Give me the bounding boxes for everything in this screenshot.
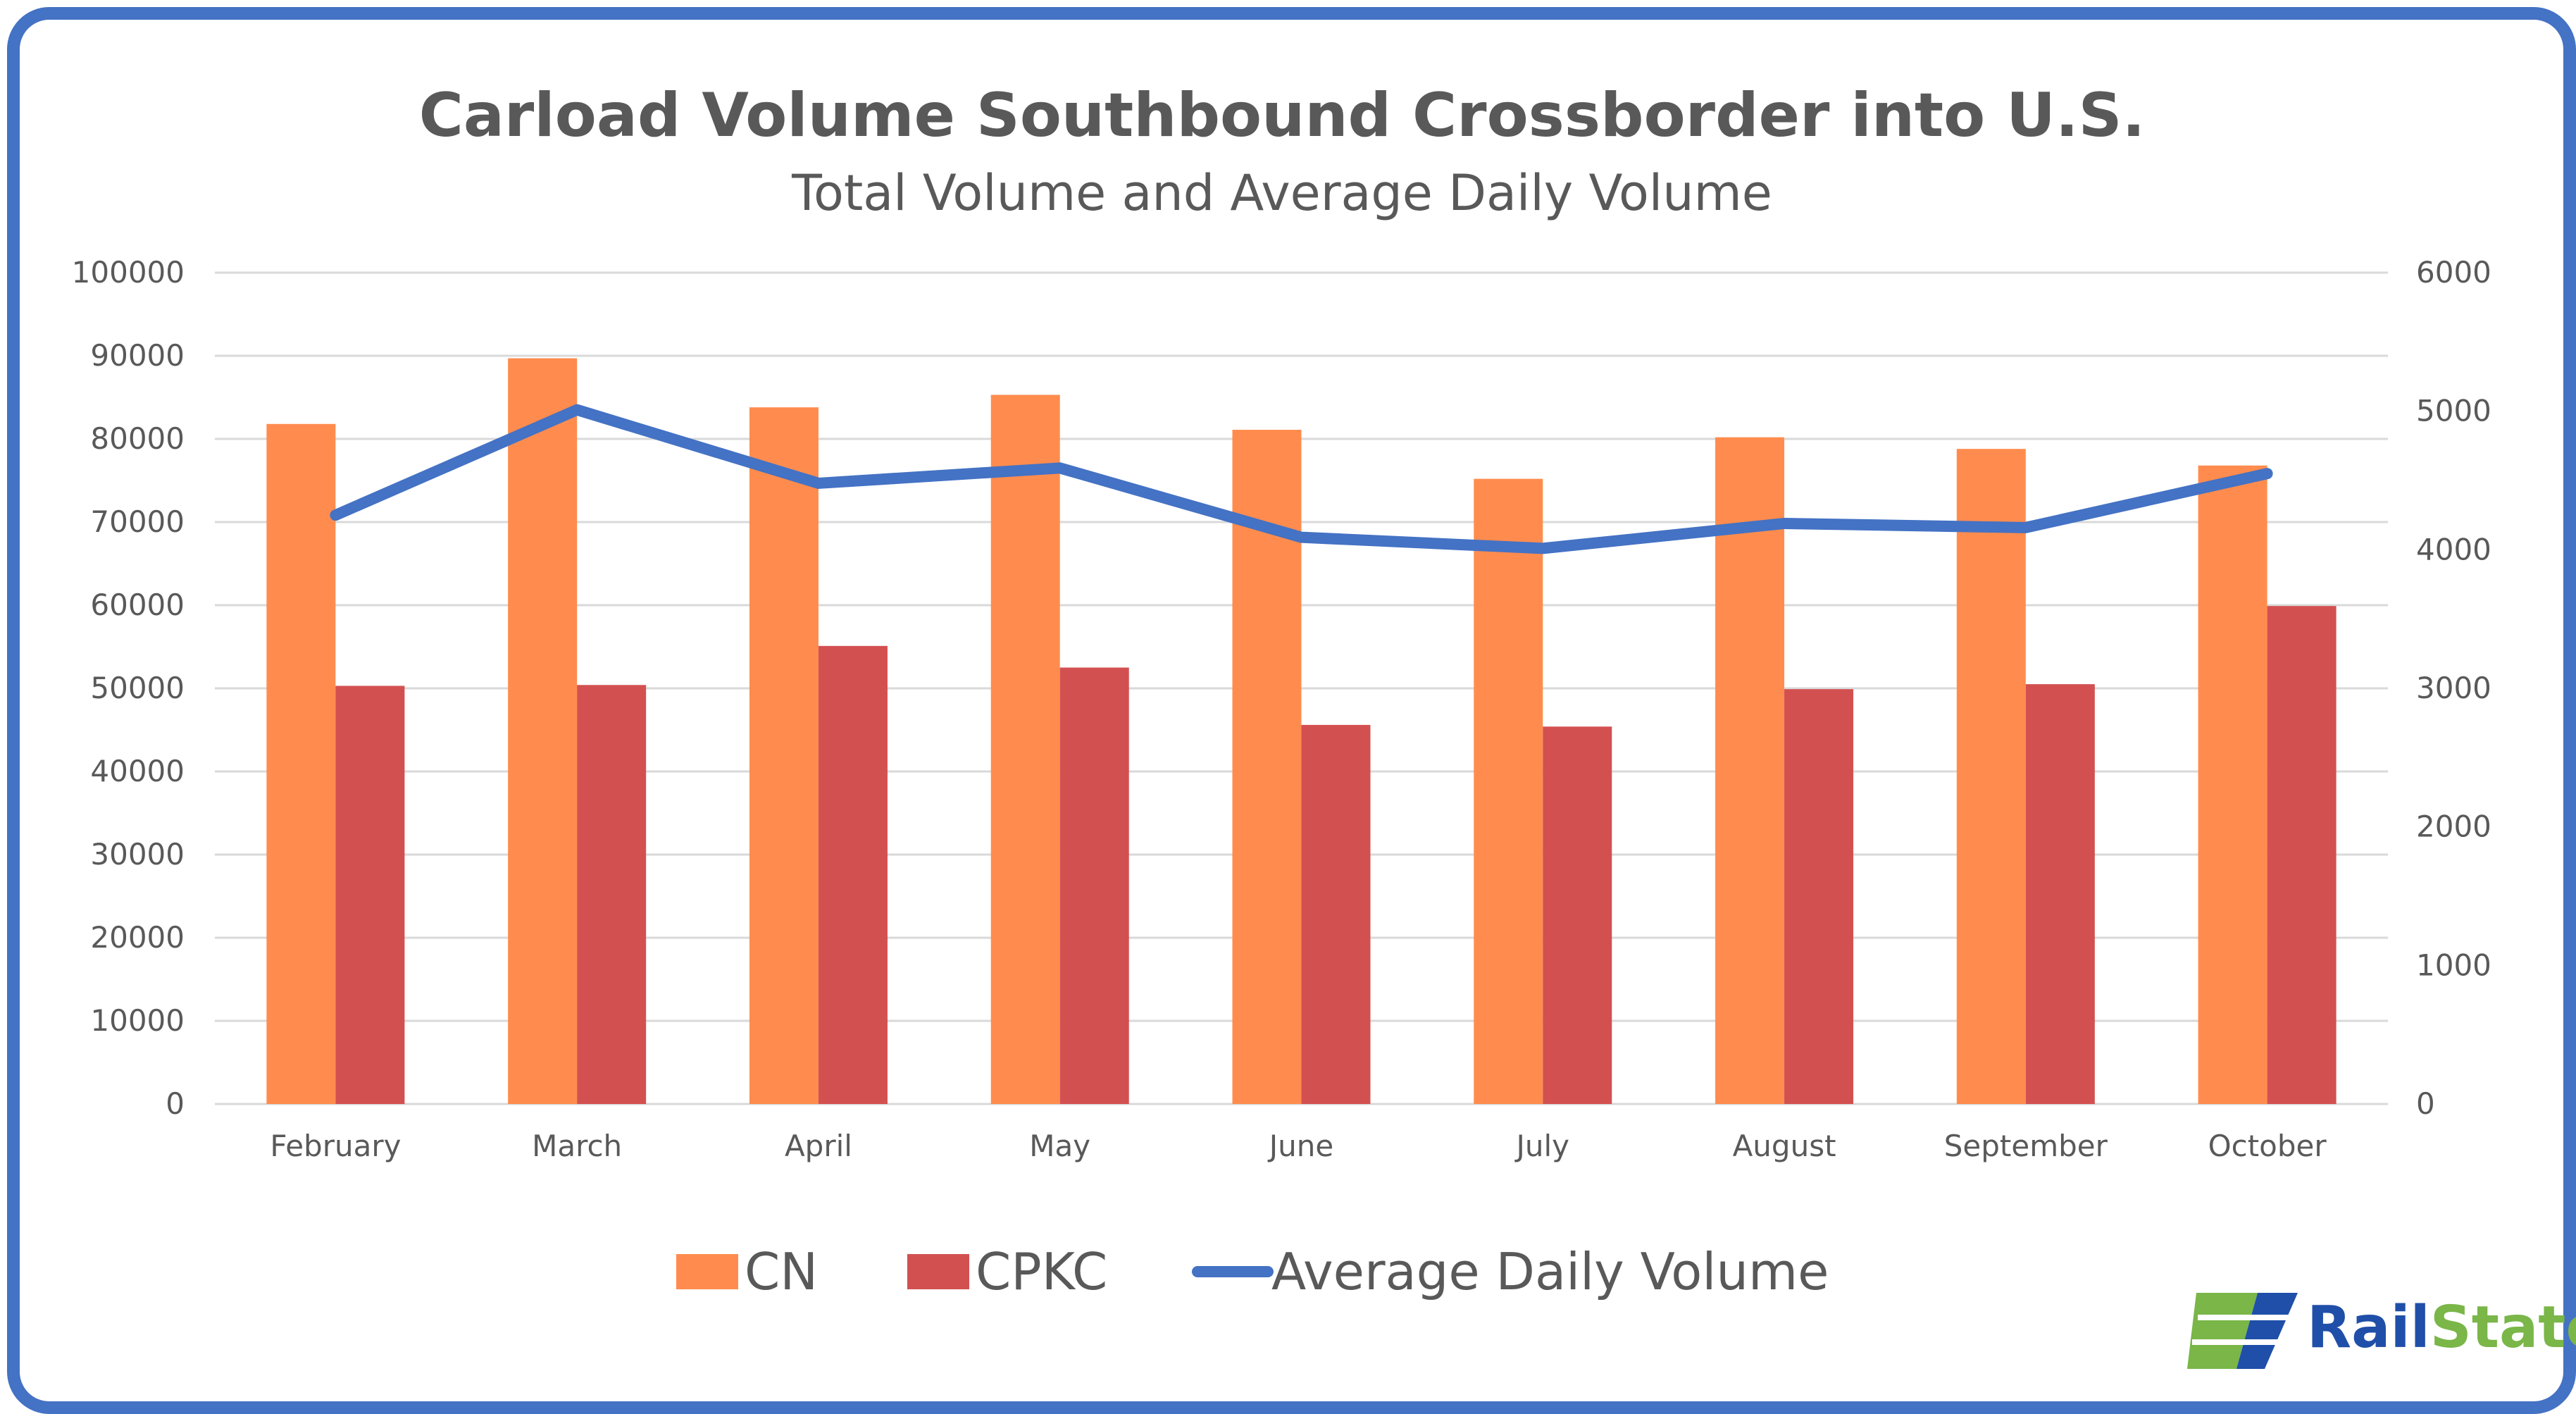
x-tick-label: July	[1514, 1129, 1570, 1163]
bar-cpkc-june	[1301, 724, 1371, 1104]
bars	[266, 358, 2337, 1104]
bar-cn-february	[266, 423, 336, 1104]
y-left-tick-label: 50000	[90, 671, 185, 705]
x-tick-label: September	[1944, 1129, 2108, 1163]
line-series	[330, 404, 2273, 554]
bar-cpkc-august	[1784, 689, 1854, 1104]
line-point	[816, 481, 820, 485]
line-point	[1541, 547, 1545, 550]
y-left-tick-label: 100000	[72, 255, 185, 290]
y-right-tick-label: 6000	[2416, 255, 2491, 290]
y-left-tick-label: 90000	[90, 338, 185, 373]
bar-cpkc-september	[2025, 684, 2095, 1104]
bar-cn-august	[1715, 437, 1785, 1104]
logo-word-state: State	[2430, 1294, 2576, 1361]
bar-cn-july	[1474, 478, 1543, 1104]
x-tick-label: February	[270, 1129, 401, 1163]
y-right-tick-label: 2000	[2416, 810, 2491, 844]
logo-text: RailState	[2307, 1294, 2576, 1361]
y-left-tick-label: 60000	[90, 588, 185, 622]
bar-cpkc-october	[2267, 606, 2337, 1104]
y-right-tick-label: 3000	[2416, 671, 2491, 705]
bar-cpkc-july	[1543, 726, 1612, 1104]
x-tick-label: March	[532, 1129, 622, 1163]
bar-cpkc-may	[1059, 667, 1129, 1104]
chart-subtitle: Total Volume and Average Daily Volume	[791, 164, 1772, 222]
left-axis: 0 10000 20000 30000 40000 50000 60000 70000 8000…	[72, 255, 185, 1121]
legend-item-average-daily-volume-label: Average Daily Volume	[1271, 1242, 1829, 1301]
bar-cn-september	[1956, 449, 2026, 1104]
y-left-tick-label: 40000	[90, 754, 185, 788]
y-left-tick-label: 10000	[90, 1003, 185, 1038]
bar-cn-june	[1232, 430, 1302, 1104]
y-right-tick-label: 0	[2416, 1086, 2435, 1121]
legend-item-cpkc-swatch	[907, 1254, 969, 1289]
bar-cpkc-april	[818, 645, 888, 1104]
railstate-logo: RailState	[2187, 1293, 2576, 1369]
legend-item-cn-swatch	[676, 1254, 738, 1289]
chart-title: Carload Volume Southbound Crossborder in…	[419, 80, 2146, 151]
bar-cn-may	[990, 395, 1060, 1104]
x-tick-label: June	[1267, 1129, 1333, 1163]
railstate-logo-mark	[2187, 1293, 2298, 1369]
bar-cn-april	[749, 407, 819, 1104]
logo-word-rail: Rail	[2307, 1294, 2430, 1361]
x-tick-label: August	[1733, 1129, 1836, 1163]
y-right-tick-label: 5000	[2416, 394, 2491, 428]
y-left-tick-label: 70000	[90, 504, 185, 539]
line-point	[1300, 535, 1303, 539]
line-point	[575, 408, 579, 411]
right-axis: 0 1000 2000 3000 4000 5000 6000	[2416, 255, 2491, 1121]
y-left-tick-label: 30000	[90, 837, 185, 872]
x-tick-label: April	[785, 1129, 852, 1163]
x-axis: February March April May June July August Septe…	[270, 1129, 2327, 1163]
line-point	[1783, 521, 1786, 525]
bar-cn-october	[2198, 465, 2267, 1104]
x-tick-label: May	[1029, 1129, 1090, 1163]
legend: CN CPKC Average Daily Volume	[676, 1242, 1829, 1301]
y-left-tick-label: 20000	[90, 920, 185, 955]
legend-item-cn-label: CN	[745, 1242, 818, 1301]
line-point	[2024, 526, 2027, 529]
y-left-tick-label: 80000	[90, 421, 185, 456]
x-tick-label: October	[2208, 1129, 2327, 1163]
y-right-tick-label: 4000	[2416, 532, 2491, 566]
line-point	[2265, 472, 2269, 476]
bar-cpkc-february	[335, 686, 405, 1104]
y-right-tick-label: 1000	[2416, 948, 2491, 982]
line-point	[334, 514, 337, 517]
bar-cpkc-march	[577, 685, 647, 1104]
line-point	[1058, 466, 1062, 470]
bar-cn-march	[508, 358, 578, 1104]
legend-item-cpkc-label: CPKC	[976, 1242, 1107, 1301]
y-left-tick-label: 0	[166, 1086, 185, 1121]
